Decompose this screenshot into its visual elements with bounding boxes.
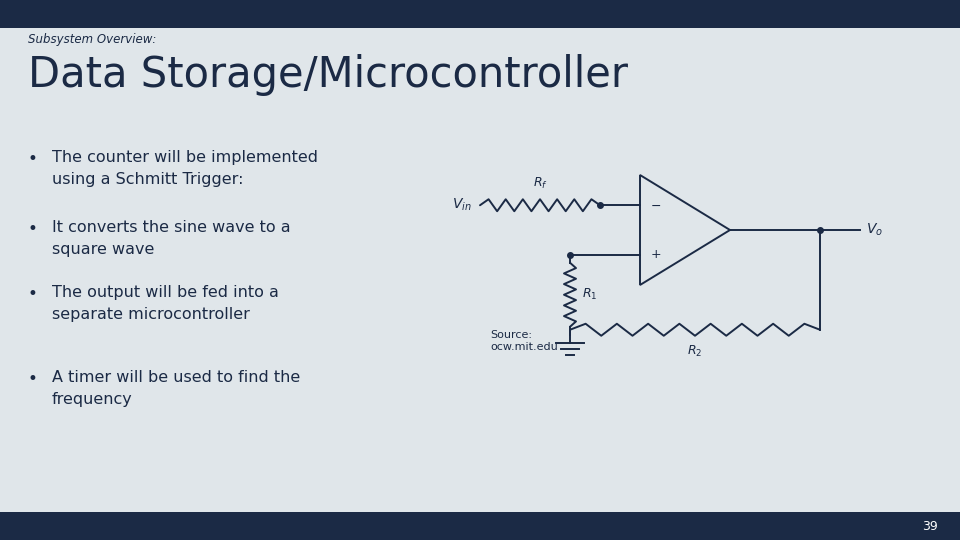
Text: A timer will be used to find the
frequency: A timer will be used to find the frequen… <box>52 370 300 407</box>
Text: $R_2$: $R_2$ <box>687 344 703 359</box>
Text: •: • <box>28 285 37 303</box>
Text: $V_o$: $V_o$ <box>866 222 883 238</box>
Text: •: • <box>28 150 37 168</box>
Text: $R_1$: $R_1$ <box>582 287 597 302</box>
Text: •: • <box>28 370 37 388</box>
Text: Data Storage/Microcontroller: Data Storage/Microcontroller <box>28 54 628 96</box>
Text: It converts the sine wave to a
square wave: It converts the sine wave to a square wa… <box>52 220 291 256</box>
Text: 39: 39 <box>923 519 938 532</box>
Text: $V_{in}$: $V_{in}$ <box>452 197 472 213</box>
Text: The counter will be implemented
using a Schmitt Trigger:: The counter will be implemented using a … <box>52 150 318 187</box>
Text: Subsystem Overview:: Subsystem Overview: <box>28 33 156 46</box>
Text: Source:
ocw.mit.edu: Source: ocw.mit.edu <box>490 330 558 352</box>
Bar <box>0 512 960 540</box>
Text: $R_f$: $R_f$ <box>533 176 547 191</box>
Text: •: • <box>28 220 37 238</box>
Bar <box>0 0 960 28</box>
Text: $+$: $+$ <box>650 248 661 261</box>
Text: The output will be fed into a
separate microcontroller: The output will be fed into a separate m… <box>52 285 278 322</box>
Text: $-$: $-$ <box>650 199 661 212</box>
